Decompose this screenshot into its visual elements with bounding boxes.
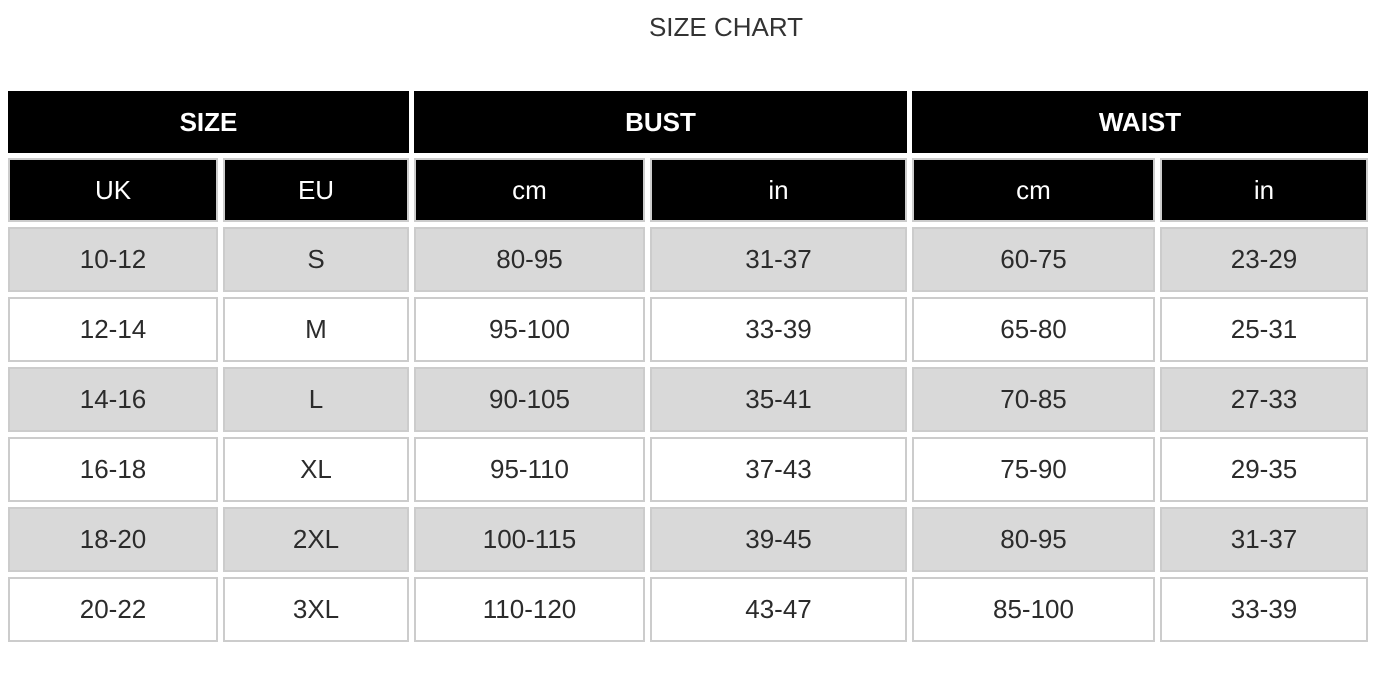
table-cell: 25-31 xyxy=(1160,297,1368,362)
column-header: in xyxy=(650,158,907,222)
table-cell: 33-39 xyxy=(650,297,907,362)
table-cell: 95-100 xyxy=(414,297,645,362)
table-cell: 65-80 xyxy=(912,297,1155,362)
table-cell: 27-33 xyxy=(1160,367,1368,432)
table-cell: 43-47 xyxy=(650,577,907,642)
table-cell: 75-90 xyxy=(912,437,1155,502)
table-cell: 110-120 xyxy=(414,577,645,642)
table-cell: 95-110 xyxy=(414,437,645,502)
group-header-size: SIZE xyxy=(8,91,409,153)
size-chart-table: SIZE BUST WAIST UK EU cm in cm in 10-12 S 80-95 3… xyxy=(8,91,1368,642)
table-cell: 2XL xyxy=(223,507,409,572)
table-cell: 10-12 xyxy=(8,227,218,292)
table-cell: 85-100 xyxy=(912,577,1155,642)
table-cell: 60-75 xyxy=(912,227,1155,292)
table-cell: 20-22 xyxy=(8,577,218,642)
column-header: UK xyxy=(8,158,218,222)
table-cell: S xyxy=(223,227,409,292)
page-title: SIZE CHART xyxy=(648,12,804,42)
table-cell: 90-105 xyxy=(414,367,645,432)
table-cell: M xyxy=(223,297,409,362)
table-cell: 39-45 xyxy=(650,507,907,572)
table-cell: 29-35 xyxy=(1160,437,1368,502)
column-header: EU xyxy=(223,158,409,222)
table-cell: L xyxy=(223,367,409,432)
table-cell: 31-37 xyxy=(1160,507,1368,572)
table-cell: 80-95 xyxy=(414,227,645,292)
table-cell: 18-20 xyxy=(8,507,218,572)
table-cell: 33-39 xyxy=(1160,577,1368,642)
table-cell: 35-41 xyxy=(650,367,907,432)
table-cell: 16-18 xyxy=(8,437,218,502)
table-cell: 12-14 xyxy=(8,297,218,362)
column-header: in xyxy=(1160,158,1368,222)
column-header: cm xyxy=(912,158,1155,222)
table-cell: 37-43 xyxy=(650,437,907,502)
column-header: cm xyxy=(414,158,645,222)
group-header-waist: WAIST xyxy=(912,91,1368,153)
table-cell: 31-37 xyxy=(650,227,907,292)
table-cell: 70-85 xyxy=(912,367,1155,432)
table-cell: 3XL xyxy=(223,577,409,642)
table-cell: 80-95 xyxy=(912,507,1155,572)
table-cell: 14-16 xyxy=(8,367,218,432)
table-cell: XL xyxy=(223,437,409,502)
group-header-bust: BUST xyxy=(414,91,907,153)
table-cell: 100-115 xyxy=(414,507,645,572)
table-cell: 23-29 xyxy=(1160,227,1368,292)
